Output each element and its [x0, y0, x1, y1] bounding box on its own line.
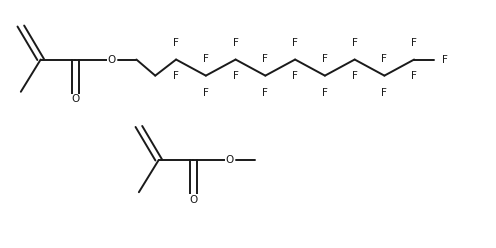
Text: O: O [108, 55, 116, 64]
Text: F: F [352, 71, 358, 81]
Text: F: F [173, 38, 179, 48]
Text: O: O [71, 94, 79, 104]
Text: F: F [262, 88, 268, 97]
Text: F: F [381, 88, 387, 97]
Text: F: F [322, 54, 328, 64]
Text: F: F [262, 54, 268, 64]
Text: F: F [352, 38, 358, 48]
Text: F: F [292, 38, 298, 48]
Text: F: F [292, 71, 298, 81]
Text: F: F [203, 88, 209, 97]
Text: O: O [189, 195, 197, 205]
Text: F: F [411, 38, 417, 48]
Text: F: F [203, 54, 209, 64]
Text: F: F [322, 88, 328, 97]
Text: F: F [411, 71, 417, 81]
Text: F: F [381, 54, 387, 64]
Text: F: F [233, 71, 239, 81]
Text: O: O [225, 155, 233, 165]
Text: F: F [233, 38, 239, 48]
Text: F: F [442, 55, 448, 64]
Text: F: F [173, 71, 179, 81]
